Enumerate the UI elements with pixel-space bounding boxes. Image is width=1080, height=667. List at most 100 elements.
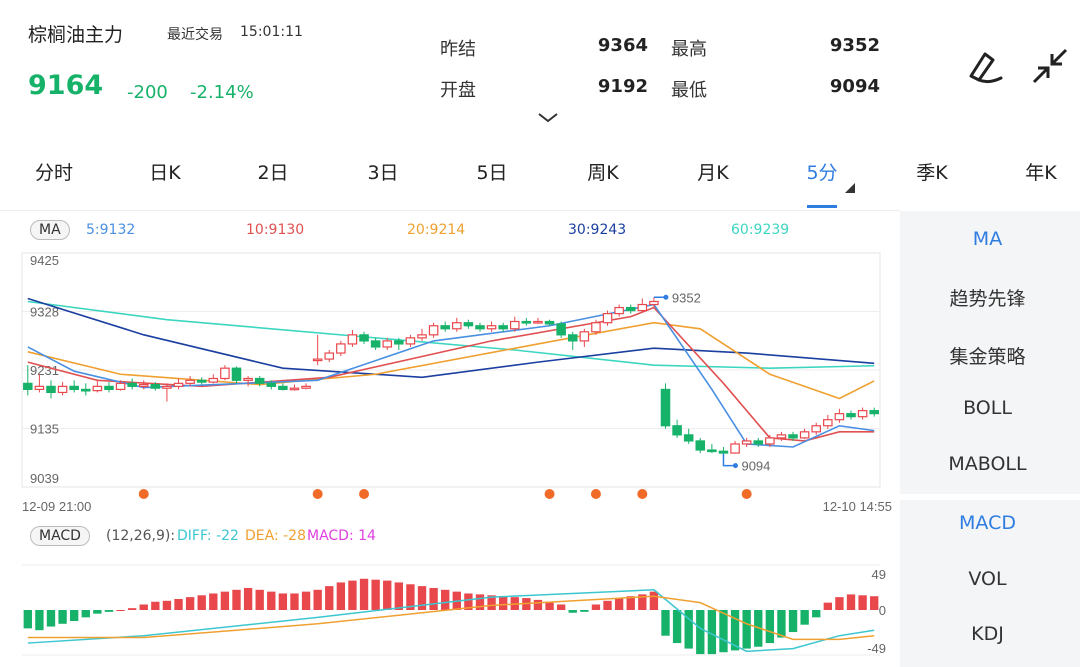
trade-time: 15:01:11 [240,24,303,40]
diff-line [27,589,875,653]
collapse-icon[interactable] [1030,46,1070,86]
candle-body [289,387,300,391]
macd-bar [614,598,624,610]
macd-bar [267,591,276,610]
macd-axis-label: -49 [867,641,886,656]
macd-bar [672,610,682,644]
candle-body [660,388,671,427]
low-value: 9094 [829,76,880,97]
macd-bar [742,610,751,649]
time-axis-start: 12-09 21:00 [22,499,91,514]
kline-chart[interactable]: 9425 9328 9231 9135 9039 9352 9094 12-09 21:00 1… [0,245,900,520]
candle-body [823,419,833,427]
candle-body [452,322,462,330]
macd-bar [209,593,218,610]
side-item-trend[interactable]: 趋势先锋 [949,288,1026,310]
tab-2-day[interactable]: 2日 [257,162,289,184]
macd-bar [232,589,241,610]
side-item-strategy[interactable]: 集金策略 [949,346,1026,368]
candle-body [127,382,137,387]
candle-body [162,385,172,389]
side-item-ma[interactable]: MA [972,228,1003,250]
tab-5-min[interactable]: 5分 [806,162,838,184]
macd-bar [301,591,311,610]
candle-body [278,385,288,390]
macd-bar [278,593,288,610]
macd-pill[interactable]: MACD [30,526,90,546]
candle-body [382,340,393,348]
candle-body [23,382,33,390]
tab-year-k[interactable]: 年K [1025,162,1057,184]
candle-body [614,306,624,315]
candle-body [394,340,404,345]
candle-body [69,385,79,390]
tab-week-k[interactable]: 周K [587,162,619,184]
candle-body [104,385,114,390]
side-item-maboll[interactable]: MABOLL [948,453,1027,475]
signal-marker [741,489,752,499]
macd-bar [70,610,79,622]
candle-body [80,388,91,392]
dropdown-triangle-icon[interactable] [845,183,855,193]
candle-body [312,358,323,362]
macd-bar [255,589,264,610]
candle-body [799,431,810,439]
macd-bar [788,610,798,633]
candle-body [683,434,694,442]
tab-5-day[interactable]: 5日 [476,162,508,184]
signal-marker [138,489,149,499]
macd-bar [812,610,821,618]
candle-body [788,434,798,439]
macd-bar [719,610,728,653]
tab-month-k[interactable]: 月K [697,162,729,184]
macd-bar [243,587,253,610]
candle-body [347,334,358,345]
macd-bar [325,586,334,610]
candle-body [811,425,822,433]
macd-bar [46,610,56,627]
ma-pill[interactable]: MA [30,220,70,240]
draw-icon[interactable] [963,46,1005,86]
candle-body [776,434,787,439]
high-label: 最高 [671,39,707,60]
macd-bar [649,591,659,610]
candle-body [579,331,590,342]
candle-body [254,377,265,384]
chevron-down-icon[interactable] [537,112,559,124]
side-item-kdj[interactable]: KDJ [971,623,1004,645]
candle-body [57,385,68,394]
candle-body [266,382,277,387]
candle-body [220,367,230,380]
ma20-value: 20:9214 [407,222,466,238]
side-item-boll[interactable]: BOLL [963,397,1012,419]
prev-settle-value: 9364 [597,35,648,56]
tab-season-k[interactable]: 季K [916,162,948,184]
tab-3-day[interactable]: 3日 [367,162,399,184]
price-change: -200 [127,82,168,103]
tab-day-k[interactable]: 日K [149,162,181,184]
macd-bar [661,610,670,636]
macd-bar [568,610,577,613]
signal-marker [359,489,370,499]
ma30-line [27,297,875,379]
signal-marker [637,489,648,499]
macd-bar [93,610,102,614]
macd-bar [162,600,172,610]
candle-body [649,300,659,306]
time-axis-end: 12-10 14:55 [823,499,892,514]
trade-label: 最近交易 [167,27,223,43]
macd-chart[interactable]: 49 0 -49 [0,555,900,667]
instrument-title: 棕榈油主力 [28,24,124,46]
candle-body [765,437,775,445]
candle-body [730,443,740,454]
ma5-value: 5:9132 [86,222,136,238]
side-item-macd[interactable]: MACD [959,512,1016,534]
low-label: 最低 [671,80,707,101]
ma30-value: 30:9243 [568,222,627,238]
candle-body [602,313,613,324]
macd-bar [348,580,357,610]
macd-bar [870,596,879,610]
tab-fenshi[interactable]: 分时 [34,162,74,184]
side-item-vol[interactable]: VOL [968,568,1007,590]
candle-body [672,425,682,436]
